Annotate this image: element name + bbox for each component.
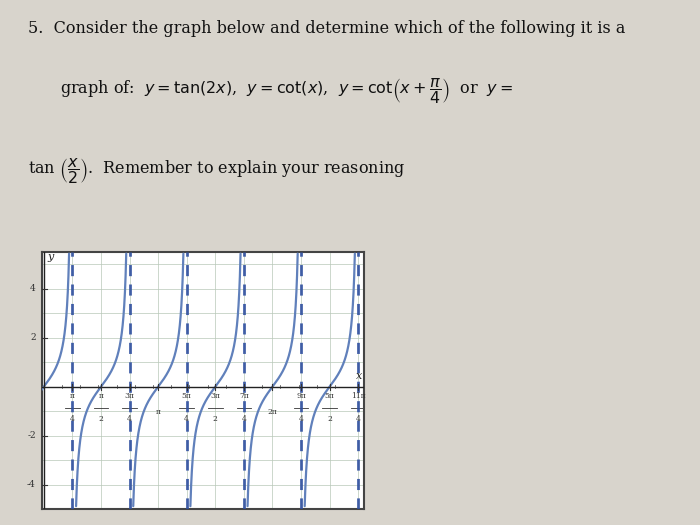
Text: 2: 2: [30, 333, 36, 342]
Text: graph of:  $y = \tan(2x)$,  $y = \cot(x)$,  $y = \cot\!\left(x + \dfrac{\pi}{4}\: graph of: $y = \tan(2x)$, $y = \cot(x)$,…: [60, 76, 513, 106]
Text: 9π: 9π: [296, 392, 306, 400]
Text: 5.  Consider the graph below and determine which of the following it is a: 5. Consider the graph below and determin…: [28, 20, 625, 37]
Text: -2: -2: [27, 431, 36, 440]
Text: 5π: 5π: [325, 392, 335, 400]
Text: 4: 4: [127, 415, 132, 423]
Text: 4: 4: [70, 415, 75, 423]
Text: 3π: 3π: [125, 392, 134, 400]
Text: 3π: 3π: [210, 392, 220, 400]
Text: y: y: [47, 252, 53, 262]
Text: π: π: [70, 392, 75, 400]
Text: 2: 2: [213, 415, 218, 423]
Text: π: π: [155, 407, 160, 416]
Text: 2: 2: [99, 415, 104, 423]
Text: 11π: 11π: [351, 392, 365, 400]
Text: x: x: [356, 371, 362, 381]
Text: π: π: [99, 392, 104, 400]
Text: 4: 4: [356, 415, 360, 423]
Text: 4: 4: [299, 415, 303, 423]
Text: 7π: 7π: [239, 392, 248, 400]
Text: 4: 4: [184, 415, 189, 423]
Text: tan $\left(\dfrac{x}{2}\right)$.  Remember to explain your reasoning: tan $\left(\dfrac{x}{2}\right)$. Remembe…: [28, 156, 405, 186]
Text: -4: -4: [27, 480, 36, 489]
Text: 4: 4: [30, 284, 36, 293]
Text: 5π: 5π: [182, 392, 192, 400]
Text: 2π: 2π: [267, 407, 277, 416]
Text: 4: 4: [241, 415, 246, 423]
Text: 2: 2: [327, 415, 332, 423]
